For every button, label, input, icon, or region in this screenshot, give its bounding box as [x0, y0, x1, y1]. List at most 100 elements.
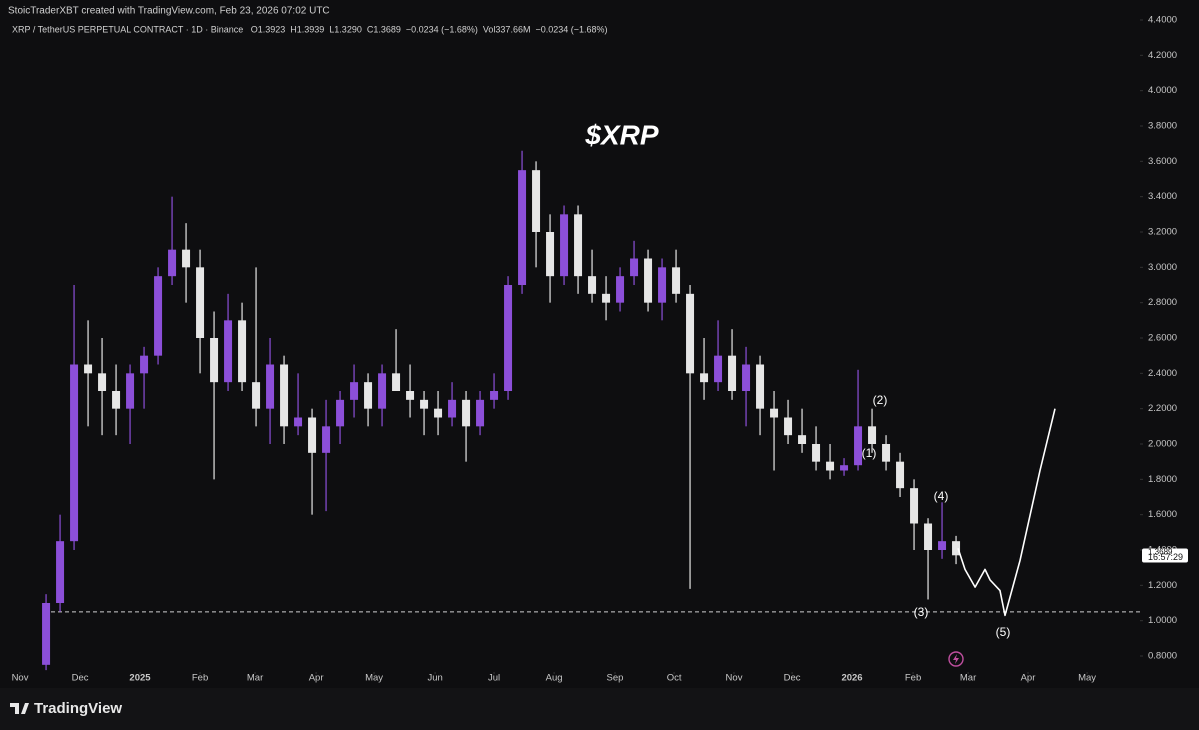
candle-body	[938, 541, 947, 551]
x-tick-label: 2026	[841, 673, 862, 684]
y-tick-label: 2.8000	[1148, 297, 1177, 308]
candle-body	[70, 364, 79, 542]
candle-body	[630, 258, 639, 277]
candle-body	[504, 284, 513, 392]
candle-body	[294, 417, 303, 427]
x-tick-label: Oct	[667, 673, 682, 684]
candle-body	[756, 364, 765, 409]
y-tick-label: 2.4000	[1148, 368, 1177, 379]
candle-body	[126, 373, 135, 409]
countdown: 16:57:29	[1148, 552, 1183, 562]
candle-body	[336, 399, 345, 427]
candle-body	[518, 170, 527, 285]
candle-body	[364, 382, 373, 409]
wave-label: (1)	[862, 446, 877, 460]
candle-body	[490, 391, 499, 400]
candle-body	[686, 293, 695, 374]
candle-body	[546, 231, 555, 277]
candle-body	[434, 408, 443, 418]
x-tick-label: Dec	[72, 673, 89, 684]
candle-body	[224, 320, 233, 383]
candle-body	[616, 276, 625, 303]
y-tick-label: 0.8000	[1148, 651, 1177, 662]
candle-body	[182, 249, 191, 268]
candle-body	[112, 391, 121, 409]
y-tick-label: 2.6000	[1148, 333, 1177, 344]
x-tick-label: Mar	[247, 673, 263, 684]
candle-body	[476, 399, 485, 427]
x-tick-label: May	[365, 673, 383, 684]
wave-label: (4)	[934, 489, 949, 503]
candle-body	[924, 523, 933, 551]
candle-body	[84, 364, 93, 374]
price-tag-value: 1.3689	[1148, 548, 1173, 557]
candle-body	[840, 465, 849, 471]
wave-label: (3)	[914, 605, 929, 619]
footer-bar	[0, 688, 1199, 730]
candle-body	[588, 276, 597, 294]
y-tick-label: 2.2000	[1148, 403, 1177, 414]
y-tick-label: 3.2000	[1148, 227, 1177, 238]
chart-title: $XRP	[584, 119, 658, 150]
x-tick-label: Mar	[960, 673, 976, 684]
candle-body	[406, 391, 415, 400]
y-tick-label: 4.4000	[1148, 15, 1177, 26]
x-tick-label: Apr	[1021, 673, 1036, 684]
candle-body	[742, 364, 751, 392]
candle-body	[574, 214, 583, 277]
candle-body	[154, 276, 163, 356]
credit: StoicTraderXBT created with TradingView.…	[8, 6, 330, 17]
brand: TradingView	[34, 700, 122, 717]
y-tick-label: 4.2000	[1148, 50, 1177, 61]
candle-body	[140, 355, 149, 374]
candle-body	[784, 417, 793, 436]
candle-body	[280, 364, 289, 427]
candle-body	[252, 382, 261, 409]
legend-line: XRP / TetherUS PERPETUAL CONTRACT · 1D ·…	[12, 24, 608, 34]
candle-body	[896, 461, 905, 489]
projection-line	[957, 408, 1056, 617]
y-tick-label: 2.0000	[1148, 439, 1177, 450]
candle-body	[98, 373, 107, 392]
candle-body	[770, 408, 779, 418]
x-tick-label: Nov	[12, 673, 29, 684]
y-tick-label: 3.8000	[1148, 121, 1177, 132]
candle-body	[854, 426, 863, 466]
candle-body	[532, 170, 541, 232]
x-tick-label: Feb	[905, 673, 921, 684]
candle-body	[448, 399, 457, 418]
candle-body	[602, 293, 611, 303]
candle-body	[952, 541, 961, 556]
y-tick-label: 4.0000	[1148, 85, 1177, 96]
price-tag	[1142, 548, 1188, 563]
x-tick-label: Jun	[427, 673, 442, 684]
x-tick-label: Aug	[546, 673, 563, 684]
x-tick-label: Feb	[192, 673, 208, 684]
y-tick-label: 3.4000	[1148, 191, 1177, 202]
x-tick-label: Nov	[726, 673, 743, 684]
candle-body	[322, 426, 331, 453]
x-tick-label: Jul	[488, 673, 500, 684]
x-tick-label: Apr	[309, 673, 324, 684]
wave-label: (5)	[996, 625, 1011, 639]
candle-body	[812, 444, 821, 462]
candle-body	[350, 382, 359, 400]
y-tick-label: 1.6000	[1148, 509, 1177, 520]
candle-body	[560, 214, 569, 277]
candle-body	[168, 249, 177, 277]
candle-body	[868, 426, 877, 445]
y-tick-label: 1.0000	[1148, 615, 1177, 626]
candle-body	[798, 435, 807, 445]
candle-body	[378, 373, 387, 409]
candle-body	[714, 355, 723, 383]
candle-body	[728, 355, 737, 392]
wave-label: (2)	[873, 393, 888, 407]
candle-body	[644, 258, 653, 303]
candle-body	[392, 373, 401, 392]
candle-body	[196, 267, 205, 338]
candle-body	[266, 364, 275, 409]
candle-body	[308, 417, 317, 453]
x-tick-label: Sep	[607, 673, 624, 684]
